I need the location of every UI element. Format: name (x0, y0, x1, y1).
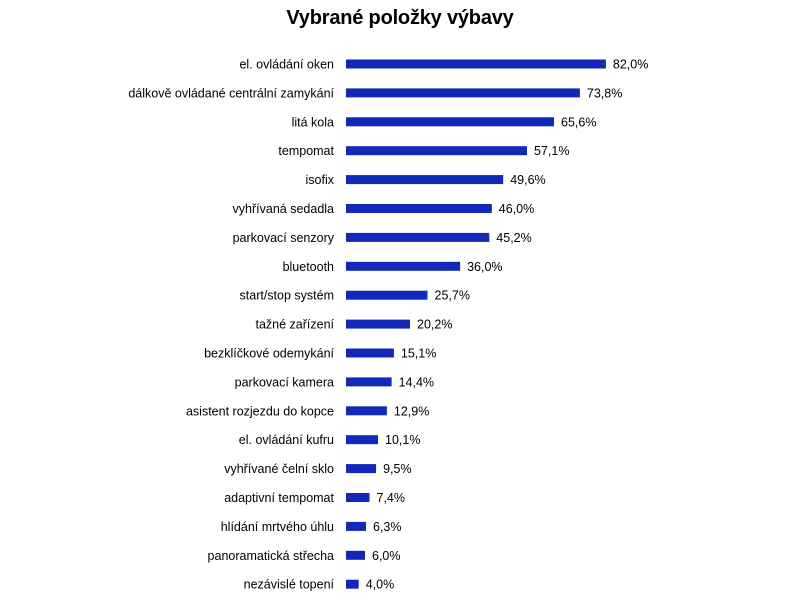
value-label: 15,1% (401, 347, 436, 361)
category-label: hlídání mrtvého úhlu (221, 520, 334, 534)
category-label: parkovací senzory (233, 231, 335, 245)
bar (346, 435, 378, 445)
category-label: vyhřívaná sedadla (233, 202, 335, 216)
bar (346, 521, 366, 531)
bar (346, 204, 492, 213)
bar (346, 377, 392, 387)
chart-title: Vybrané položky výbavy (286, 7, 514, 29)
bar (346, 464, 377, 474)
value-label: 6,0% (372, 549, 401, 563)
bar (346, 348, 394, 358)
bar (346, 232, 490, 242)
category-label: el. ovládání kufru (239, 433, 334, 447)
value-label: 73,8% (587, 86, 622, 100)
bar (346, 175, 504, 185)
value-label: 14,4% (399, 375, 434, 389)
category-label: litá kola (292, 115, 334, 129)
category-label: vyhřívané čelní sklo (224, 462, 334, 476)
bar (346, 261, 461, 271)
bar (346, 59, 606, 69)
category-label: nezávislé topení (244, 578, 335, 592)
value-label: 36,0% (467, 260, 502, 274)
category-labels: el. ovládání oken dálkově ovládané centrá… (128, 58, 334, 592)
value-label: 49,6% (510, 173, 545, 187)
category-label: panoramatická střecha (208, 549, 335, 563)
bar (346, 88, 580, 98)
category-label: parkovací kamera (235, 375, 334, 389)
value-label: 65,6% (561, 115, 596, 129)
bar (346, 579, 359, 589)
value-label: 82,0% (613, 58, 648, 72)
value-label: 7,4% (377, 491, 406, 505)
value-label: 45,2% (496, 231, 531, 245)
value-label: 6,3% (373, 520, 402, 534)
category-label: bluetooth (283, 260, 334, 274)
value-label: 57,1% (534, 144, 569, 158)
bar (346, 406, 387, 416)
category-label: tažné zařízení (255, 318, 334, 332)
bar (346, 290, 428, 300)
value-label: 25,7% (435, 289, 470, 303)
category-label: adaptivní tempomat (224, 491, 334, 505)
category-label: start/stop systém (240, 289, 334, 303)
bars-group (346, 59, 606, 589)
category-label: tempomat (278, 144, 334, 158)
bar (346, 550, 365, 560)
value-label: 20,2% (417, 318, 452, 332)
category-label: bezklíčkové odemykání (204, 347, 334, 361)
value-label: 12,9% (394, 404, 429, 418)
value-label: 4,0% (366, 578, 395, 592)
bar (346, 493, 370, 502)
value-label: 10,1% (385, 433, 420, 447)
value-label: 46,0% (499, 202, 534, 216)
value-label: 9,5% (383, 462, 412, 476)
category-label: dálkově ovládané centrální zamykání (128, 86, 334, 100)
value-labels: 82,0% 73,8% 65,6% 57,1% 49,6% 46,0% 45,2% 36,0%… (366, 58, 649, 592)
bar (346, 117, 554, 127)
category-label: asistent rozjezdu do kopce (186, 404, 334, 418)
bar (346, 319, 410, 329)
bar (346, 146, 527, 156)
category-label: isofix (306, 173, 335, 187)
category-label: el. ovládání oken (239, 58, 334, 72)
